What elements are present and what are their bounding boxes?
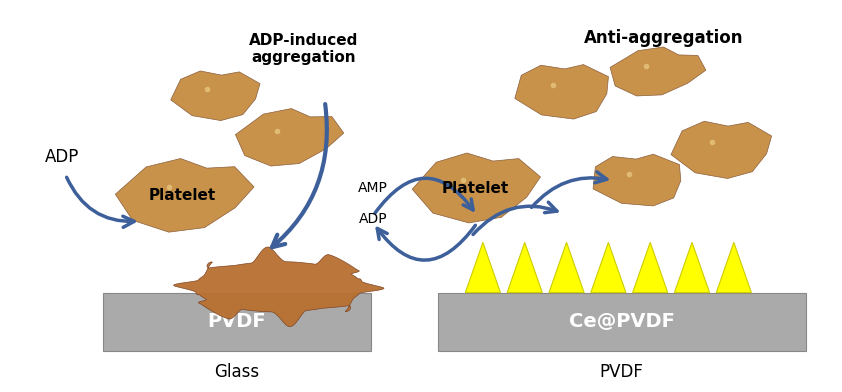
Polygon shape: [507, 242, 542, 292]
Polygon shape: [632, 242, 668, 292]
Text: Ce@PVDF: Ce@PVDF: [569, 312, 674, 331]
Text: ADP: ADP: [359, 212, 387, 226]
Text: AMP: AMP: [358, 181, 387, 195]
Polygon shape: [593, 154, 681, 206]
Polygon shape: [466, 242, 500, 292]
Polygon shape: [591, 242, 626, 292]
Polygon shape: [514, 65, 609, 119]
Polygon shape: [115, 158, 254, 232]
Polygon shape: [549, 242, 584, 292]
Text: Platelet: Platelet: [442, 181, 509, 196]
Polygon shape: [717, 242, 751, 292]
Text: ADP-induced
aggregation: ADP-induced aggregation: [249, 33, 359, 65]
Polygon shape: [173, 247, 384, 327]
Text: Anti-aggregation: Anti-aggregation: [584, 29, 743, 47]
Polygon shape: [171, 71, 260, 121]
Bar: [438, 292, 806, 350]
Text: Glass: Glass: [215, 363, 259, 381]
Text: ADP: ADP: [45, 148, 79, 166]
Bar: [104, 292, 370, 350]
Text: PVDF: PVDF: [208, 312, 266, 331]
Polygon shape: [671, 121, 771, 178]
Polygon shape: [610, 47, 706, 96]
Polygon shape: [413, 153, 541, 223]
Polygon shape: [674, 242, 710, 292]
Text: PVDF: PVDF: [600, 363, 643, 381]
Text: Platelet: Platelet: [149, 189, 216, 203]
Polygon shape: [236, 109, 344, 166]
